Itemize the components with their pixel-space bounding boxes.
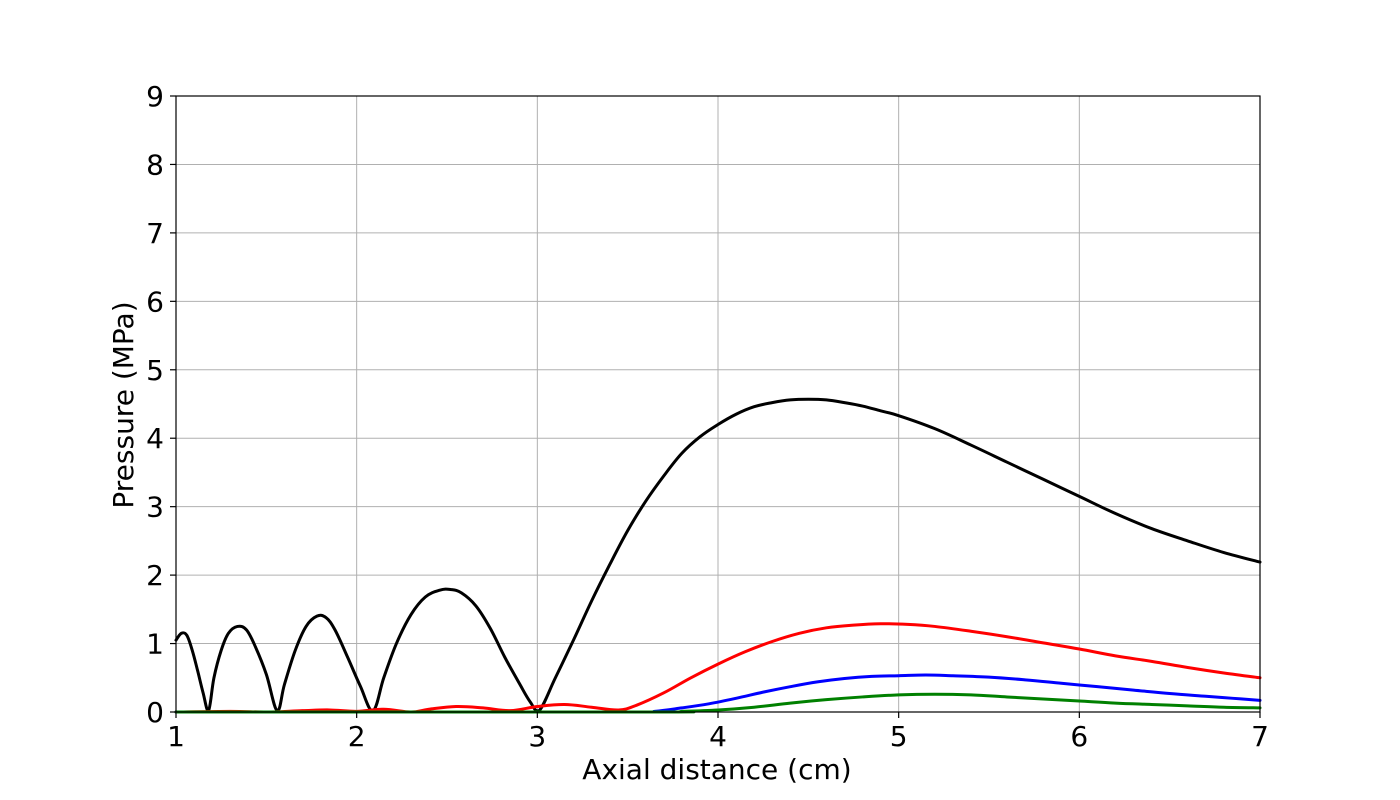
- x-tick-label: 6: [1070, 720, 1088, 753]
- y-tick-label: 5: [146, 354, 164, 387]
- y-tick-label: 9: [146, 80, 164, 113]
- x-tick-label: 2: [348, 720, 366, 753]
- y-tick-label: 8: [146, 148, 164, 181]
- y-tick-label: 3: [146, 491, 164, 524]
- red-series-line: [174, 622, 1262, 714]
- x-axis-label: Axial distance (cm): [582, 753, 851, 786]
- y-tick-label: 2: [146, 559, 164, 592]
- x-tick-label: 5: [890, 720, 908, 753]
- y-tick-label: 4: [146, 422, 164, 455]
- x-tick-label: 3: [528, 720, 546, 753]
- black-series-line: [174, 397, 1262, 713]
- x-tick-label: 4: [709, 720, 727, 753]
- y-tick-label: 1: [146, 628, 164, 661]
- y-tick-label: 0: [146, 696, 164, 729]
- x-tick-label: 1: [167, 720, 185, 753]
- x-tick-label: 7: [1251, 720, 1269, 753]
- y-tick-label: 6: [146, 285, 164, 318]
- y-tick-label: 7: [146, 217, 164, 250]
- y-tick-labels: 0 1 2 3 4 5 6 7 8 9: [146, 80, 164, 729]
- y-axis-label: Pressure (MPa): [107, 301, 140, 508]
- tick-marks: [170, 95, 1261, 718]
- x-tick-labels: 1 2 3 4 5 6 7: [167, 720, 1269, 753]
